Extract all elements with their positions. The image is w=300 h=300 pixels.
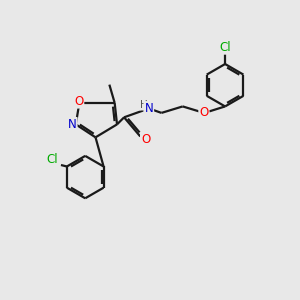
Text: N: N [144, 102, 153, 115]
Text: O: O [141, 133, 150, 146]
Text: O: O [199, 106, 208, 119]
Text: H: H [140, 100, 148, 110]
Text: Cl: Cl [219, 41, 231, 54]
Text: O: O [74, 94, 83, 108]
Text: Cl: Cl [46, 153, 58, 166]
Text: N: N [68, 118, 76, 131]
